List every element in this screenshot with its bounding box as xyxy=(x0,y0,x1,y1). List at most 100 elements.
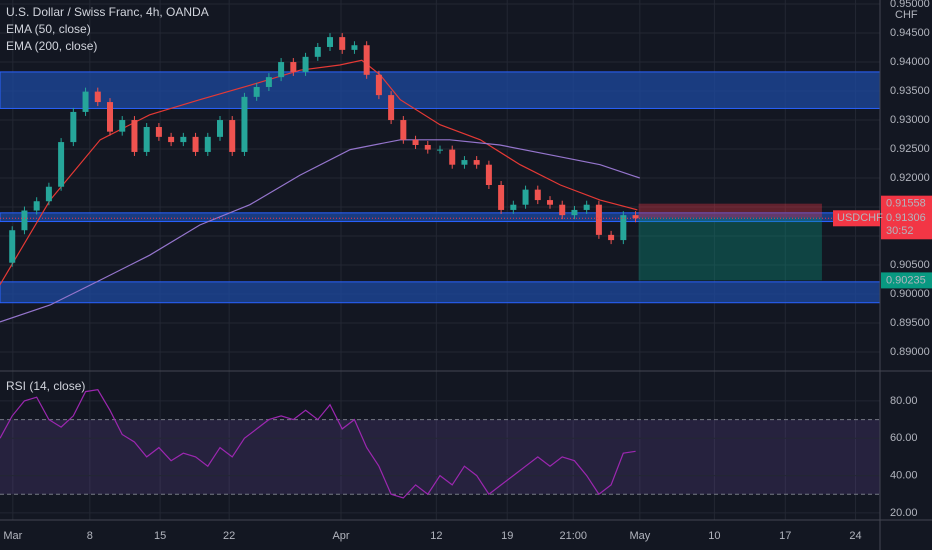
x-tick-label: 24 xyxy=(849,530,861,542)
rsi-band xyxy=(0,419,880,495)
x-tick-label: 21:00 xyxy=(559,530,587,542)
candle xyxy=(375,74,382,96)
last-price-tag xyxy=(881,209,932,240)
y-tick-label: 40.00 xyxy=(890,469,918,481)
candle xyxy=(217,120,223,137)
x-tick-label: 17 xyxy=(779,530,791,542)
legend-ema50: EMA (50, close) xyxy=(6,22,91,36)
candle xyxy=(461,160,468,165)
candle xyxy=(485,164,492,185)
y-tick-label: 20.00 xyxy=(890,507,918,519)
candle xyxy=(351,45,358,50)
x-tick-label: 10 xyxy=(708,530,720,542)
candle xyxy=(363,45,370,75)
candle xyxy=(192,136,199,152)
zone xyxy=(0,281,881,304)
candle xyxy=(180,136,187,143)
candle xyxy=(595,204,602,235)
zone xyxy=(0,71,881,109)
candle xyxy=(632,215,639,219)
y-tick-label: 60.00 xyxy=(890,432,918,444)
countdown: 30:52 xyxy=(886,225,914,237)
y-tick-label: 0.93000 xyxy=(890,114,930,126)
candle xyxy=(204,136,211,152)
y-tick-label: 0.89500 xyxy=(890,317,930,329)
ema-line xyxy=(0,139,640,323)
candle xyxy=(58,142,65,187)
candle xyxy=(327,37,333,47)
legend-ema200: EMA (200, close) xyxy=(6,39,97,53)
candle xyxy=(314,46,321,57)
y-tick-label: 0.92000 xyxy=(890,172,930,184)
y-tick-label: 0.94000 xyxy=(890,56,930,68)
candle xyxy=(21,210,28,231)
x-tick-label: 15 xyxy=(154,530,166,542)
candle xyxy=(278,62,285,78)
candle xyxy=(534,189,541,201)
price-tag xyxy=(881,272,932,289)
price-tag-label: 0.91558 xyxy=(886,198,926,210)
symbol-tag xyxy=(833,210,880,227)
candle xyxy=(143,127,150,152)
candle xyxy=(82,91,89,112)
candle xyxy=(253,86,260,97)
candle xyxy=(412,139,419,145)
candle xyxy=(45,186,52,202)
candle xyxy=(9,230,16,263)
x-tick-label: Apr xyxy=(332,530,349,542)
candle xyxy=(155,127,162,137)
x-tick-label: 19 xyxy=(501,530,513,542)
candle xyxy=(229,120,236,152)
y-tick-label: 0.93500 xyxy=(890,85,930,97)
candle xyxy=(339,37,346,50)
price-tag-label: 0.90235 xyxy=(886,274,926,286)
y-tick-label: 0.90500 xyxy=(890,259,930,271)
x-tick-label: 8 xyxy=(87,530,93,542)
candle xyxy=(290,62,297,72)
y-tick-label: 0.92500 xyxy=(890,143,930,155)
candle xyxy=(131,120,138,152)
y-tick-label: 80.00 xyxy=(890,395,918,407)
candle xyxy=(583,204,590,210)
y-tick-label: 0.95000 xyxy=(890,0,930,10)
last-price-label: 0.91306 xyxy=(886,212,926,224)
symbol-label: USDCHF xyxy=(837,212,883,224)
candle xyxy=(94,91,101,103)
candle xyxy=(620,215,627,241)
candle xyxy=(547,200,553,205)
currency: CHF xyxy=(895,9,918,21)
candle xyxy=(70,111,77,143)
x-tick-label: Mar xyxy=(3,530,22,542)
x-tick-label: 22 xyxy=(223,530,235,542)
candle xyxy=(473,160,480,165)
candle xyxy=(498,185,505,210)
candle xyxy=(241,96,248,152)
candle xyxy=(168,136,175,143)
candle xyxy=(302,56,309,72)
candle xyxy=(400,120,407,140)
candle xyxy=(449,149,456,165)
rsi-title: RSI (14, close) xyxy=(6,379,85,393)
candle xyxy=(388,95,395,121)
target-zone xyxy=(638,217,822,281)
stop-zone xyxy=(638,203,822,218)
symbol-title: U.S. Dollar / Swiss Franc, 4h, OANDA xyxy=(6,5,209,19)
candle xyxy=(559,204,566,216)
candle xyxy=(608,234,615,241)
candle xyxy=(522,189,529,205)
candle xyxy=(510,204,517,210)
x-tick-label: May xyxy=(629,530,650,542)
rsi-line xyxy=(0,389,636,499)
y-tick-label: 0.89000 xyxy=(890,346,930,358)
candle xyxy=(437,149,443,151)
candle xyxy=(424,144,431,150)
price-tag xyxy=(881,195,932,212)
x-tick-label: 12 xyxy=(430,530,442,542)
y-tick-label: 0.90000 xyxy=(890,288,930,300)
candle xyxy=(571,209,578,216)
y-tick-label: 0.94500 xyxy=(890,27,930,39)
candle xyxy=(33,201,40,211)
candle xyxy=(265,77,272,87)
candle xyxy=(119,120,126,132)
